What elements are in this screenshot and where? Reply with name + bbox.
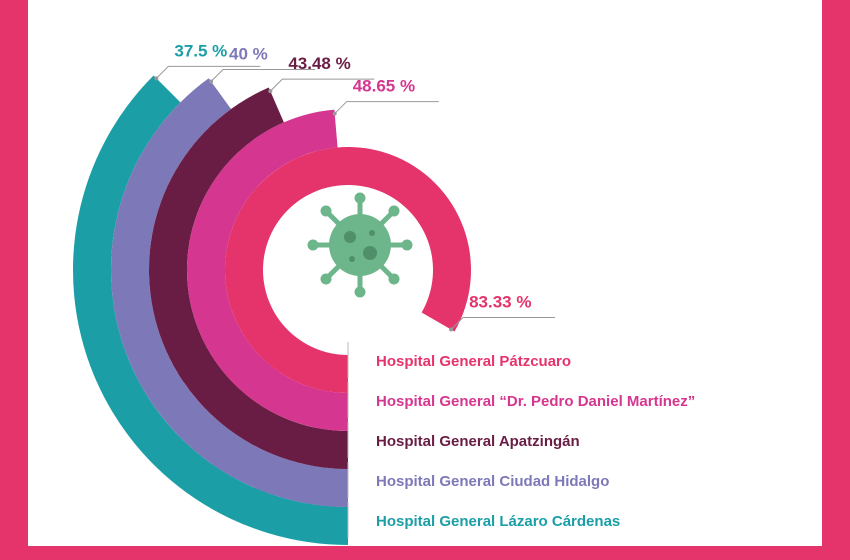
label-leader [334,101,439,114]
leader-dot [154,76,159,81]
value-label: 83.33 % [469,292,531,311]
legend-label: Hospital General Pátzcuaro [376,353,571,370]
value-label: 43.48 % [288,54,350,73]
legend: Hospital General Lázaro Cárdenas Hospital… [347,342,695,538]
legend-panel [348,340,822,546]
value-label: 37.5 % [174,41,227,60]
legend-label: Hospital General Lázaro Cárdenas [376,513,620,530]
ring-bar [72,75,349,546]
ring-bar [148,87,348,470]
leader-dot [209,79,214,84]
label-leader [156,65,261,79]
leader-dot [332,111,337,116]
label-leader [269,78,375,92]
ring-bar [187,109,348,431]
frame-right [822,0,850,560]
label-leader [450,316,556,330]
value-label: 40 % [229,44,268,63]
frame-left [0,0,28,560]
rings [72,75,471,546]
legend-label: Hospital General Ciudad Hidalgo [376,473,609,490]
ring-bar [224,147,471,393]
virus-icon [307,192,413,298]
leader-dot [268,89,273,94]
value-labels: 37.5 % 40 % 43.48 %48.65 % 83.33 % [154,41,556,332]
value-label: 48.65 % [353,77,415,96]
ring-bar [111,78,348,507]
legend-label: Hospital General “Dr. Pedro Daniel Martí… [376,393,695,410]
frame-bottom [0,546,850,560]
leader-dot [449,327,454,332]
label-leader [210,68,316,82]
legend-label: Hospital General Apatzingán [376,433,580,450]
